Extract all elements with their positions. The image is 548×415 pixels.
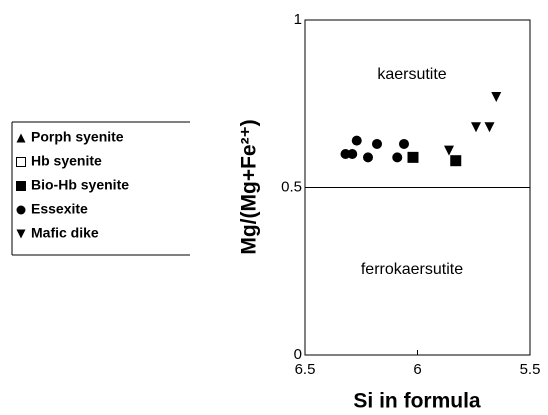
point <box>399 138 409 149</box>
legend-marker <box>16 205 26 215</box>
y-tick-label: 0 <box>294 346 302 363</box>
point <box>484 122 495 133</box>
point <box>347 149 358 159</box>
point <box>407 151 419 163</box>
legend-marker <box>16 157 26 167</box>
point <box>363 152 373 163</box>
legend-marker <box>16 229 26 239</box>
point <box>351 135 362 146</box>
y-axis-label: Mg/(Mg+Fe²⁺) <box>238 119 261 254</box>
point <box>450 155 462 167</box>
legend-label: Mafic dike <box>31 225 99 241</box>
field-label: kaersutite <box>377 66 446 83</box>
legend-label: Porph syenite <box>31 129 124 145</box>
legend-marker <box>16 133 26 143</box>
point <box>372 138 382 149</box>
point <box>491 92 502 103</box>
y-tick-label: 1 <box>294 11 302 28</box>
x-tick-label: 5.5 <box>520 361 541 378</box>
x-tick-label: 6 <box>413 361 421 378</box>
legend-label: Bio-Hb syenite <box>31 177 129 193</box>
point <box>392 152 403 163</box>
y-tick-label: 0.5 <box>281 178 302 195</box>
field-label: ferrokaersutite <box>361 261 463 278</box>
legend-label: Hb syenite <box>31 153 102 169</box>
legend-marker <box>16 181 26 191</box>
x-tick-label: 6.5 <box>295 361 316 378</box>
legend-label: Essexite <box>31 201 88 217</box>
point <box>444 145 454 156</box>
point <box>471 122 481 133</box>
x-axis-label: Si in formula <box>353 390 481 413</box>
